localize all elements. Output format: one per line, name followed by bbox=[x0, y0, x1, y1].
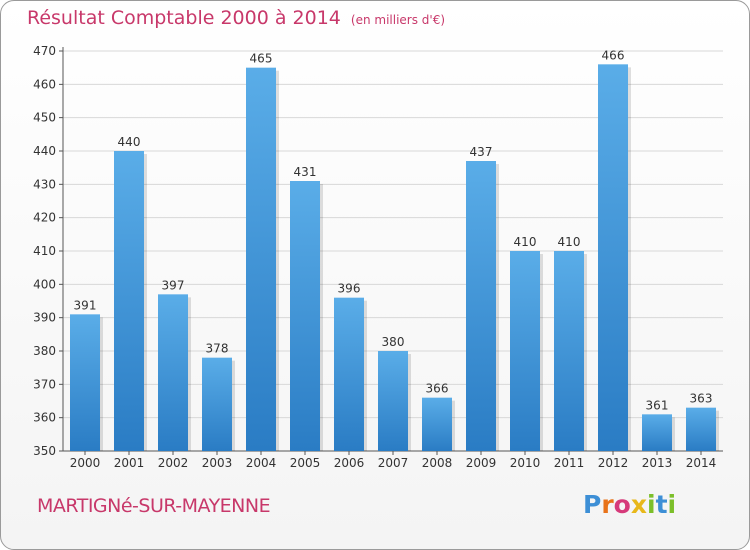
y-tick-label: 420 bbox=[33, 211, 56, 225]
bar bbox=[202, 357, 232, 451]
commune-name: MARTIGNé-SUR-MAYENNE bbox=[37, 495, 271, 517]
y-tick-label: 470 bbox=[33, 44, 56, 58]
y-tick-label: 460 bbox=[33, 77, 56, 91]
x-tick-label: 2000 bbox=[70, 456, 101, 470]
y-tick-label: 440 bbox=[33, 144, 56, 158]
value-label: 440 bbox=[118, 135, 141, 149]
value-label: 380 bbox=[382, 335, 405, 349]
bar bbox=[290, 181, 320, 451]
x-tick-label: 2009 bbox=[466, 456, 497, 470]
x-tick-label: 2008 bbox=[422, 456, 453, 470]
chart-title: Résultat Comptable 2000 à 2014 (en millie… bbox=[27, 7, 445, 29]
x-tick-label: 2006 bbox=[334, 456, 365, 470]
x-tick-label: 2012 bbox=[598, 456, 629, 470]
x-tick-label: 2003 bbox=[202, 456, 233, 470]
y-tick-label: 360 bbox=[33, 411, 56, 425]
bar bbox=[246, 67, 276, 452]
value-label: 397 bbox=[162, 278, 185, 292]
y-tick-label: 370 bbox=[33, 377, 56, 391]
logo-letter: i bbox=[647, 490, 656, 519]
bar bbox=[598, 64, 628, 452]
bar bbox=[378, 351, 408, 451]
x-tick-label: 2013 bbox=[642, 456, 673, 470]
value-label: 361 bbox=[646, 398, 669, 412]
axes: 350 360 370 380 390 400 410 420 430 440 450 460 470 2… bbox=[33, 44, 723, 470]
value-labels: 391 440 397 378 465 431 396 380 366 437 410 410 466 3… bbox=[74, 48, 713, 412]
y-tick-label: 410 bbox=[33, 244, 56, 258]
bar bbox=[158, 294, 188, 451]
proxiti-logo: Proxiti bbox=[583, 490, 676, 519]
value-label: 431 bbox=[294, 165, 317, 179]
value-label: 410 bbox=[514, 235, 537, 249]
bar bbox=[510, 251, 540, 451]
bar bbox=[334, 297, 364, 451]
x-tick-label: 2004 bbox=[246, 456, 277, 470]
logo-letter: i bbox=[667, 490, 677, 519]
value-label: 391 bbox=[74, 298, 97, 312]
bar bbox=[422, 397, 452, 451]
chart-title-text: Résultat Comptable 2000 à 2014 bbox=[27, 7, 341, 29]
chart-unit: (en milliers d'€) bbox=[350, 13, 446, 27]
value-label: 410 bbox=[558, 235, 581, 249]
bar bbox=[114, 151, 144, 451]
logo-letter: r bbox=[601, 490, 614, 519]
y-tick-label: 390 bbox=[33, 311, 56, 325]
bar bbox=[554, 251, 584, 451]
value-label: 363 bbox=[690, 392, 713, 406]
logo-letter: P bbox=[583, 490, 602, 519]
value-label: 437 bbox=[470, 145, 493, 159]
bars bbox=[70, 64, 719, 452]
x-tick-label: 2001 bbox=[114, 456, 145, 470]
x-tick-label: 2007 bbox=[378, 456, 409, 470]
logo-letter: o bbox=[613, 490, 631, 519]
bar bbox=[686, 407, 716, 451]
x-tick-label: 2011 bbox=[554, 456, 585, 470]
value-label: 378 bbox=[206, 342, 229, 356]
y-tick-label: 430 bbox=[33, 177, 56, 191]
logo-letter: t bbox=[655, 490, 668, 519]
y-tick-label: 450 bbox=[33, 111, 56, 125]
bar bbox=[642, 414, 672, 451]
value-label: 465 bbox=[250, 52, 273, 66]
bar bbox=[466, 161, 496, 451]
logo-letter: x bbox=[630, 490, 647, 519]
x-tick-label: 2005 bbox=[290, 456, 321, 470]
value-label: 466 bbox=[602, 48, 625, 62]
y-tick-label: 350 bbox=[33, 444, 56, 458]
x-tick-label: 2010 bbox=[510, 456, 541, 470]
y-tick-label: 400 bbox=[33, 277, 56, 291]
x-tick-label: 2002 bbox=[158, 456, 189, 470]
value-label: 366 bbox=[426, 382, 449, 396]
value-label: 396 bbox=[338, 282, 361, 296]
bar bbox=[70, 314, 100, 451]
y-tick-label: 380 bbox=[33, 344, 56, 358]
x-tick-label: 2014 bbox=[686, 456, 717, 470]
